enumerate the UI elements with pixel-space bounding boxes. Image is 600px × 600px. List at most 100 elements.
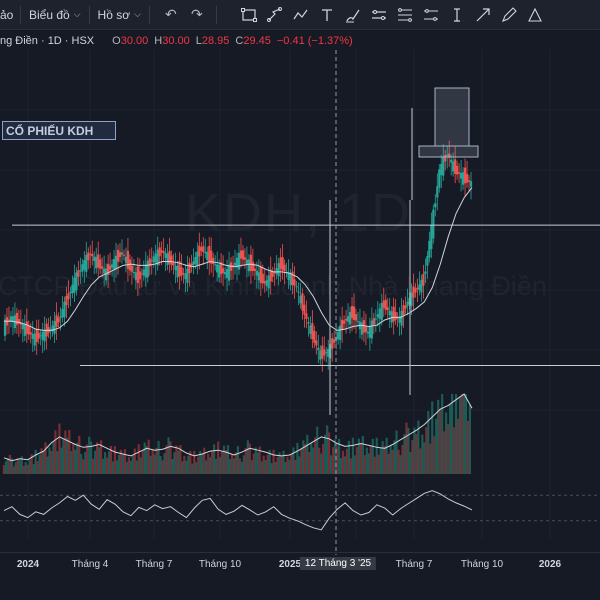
range-tool-button[interactable] — [418, 0, 444, 30]
volume-bar — [64, 430, 67, 474]
text-tool-button[interactable] — [314, 0, 340, 30]
volume-bar — [240, 461, 243, 474]
volume-bar — [371, 438, 374, 474]
candle-body — [350, 306, 354, 319]
candle-body — [390, 311, 393, 323]
path-tool-button[interactable] — [262, 0, 288, 30]
candle-body — [406, 301, 409, 307]
volume-bar — [395, 430, 398, 474]
low-value: 28.95 — [201, 35, 230, 47]
candle-body — [126, 250, 130, 269]
candle-body — [438, 169, 441, 188]
candle-body — [469, 181, 473, 187]
candle-body — [283, 264, 286, 272]
candle-body — [271, 272, 274, 277]
price-chart[interactable] — [0, 50, 600, 555]
time-axis[interactable]: 2024 Tháng 4 Tháng 7 Tháng 10 2025 12 Tháng 3… — [0, 552, 600, 576]
volume-bar — [94, 450, 97, 474]
cursor-text-tool-button[interactable] — [444, 0, 470, 30]
volume-bar — [36, 461, 39, 474]
candle-body — [37, 332, 40, 339]
candle-body — [360, 322, 364, 335]
volume-bar — [199, 450, 202, 474]
volume-bar — [123, 449, 126, 474]
candle-body — [218, 264, 221, 278]
candle-body — [214, 264, 217, 266]
partial-menu-button[interactable]: ảo — [0, 0, 20, 30]
candle-body — [344, 318, 348, 321]
close-label: C — [235, 35, 244, 47]
candle-body — [120, 252, 124, 255]
volume-bar — [409, 451, 412, 474]
candle-body — [3, 319, 7, 336]
volume-bar — [76, 442, 79, 474]
volume-bar — [322, 443, 325, 474]
volume-bar — [230, 454, 234, 474]
profile-menu-button[interactable]: Hồ sơ ⌵ — [90, 0, 149, 30]
volume-bar — [435, 418, 438, 474]
candle-body — [170, 255, 173, 266]
arrow-tool-button[interactable] — [470, 0, 496, 30]
volume-bar — [397, 449, 400, 474]
candle-body — [148, 258, 151, 267]
volume-bar — [407, 427, 410, 474]
volume-bar — [99, 440, 103, 474]
candle-body — [168, 250, 171, 264]
volume-bar — [66, 437, 69, 474]
candle-body — [172, 262, 175, 266]
candle-body — [97, 254, 100, 268]
candle-body — [49, 329, 52, 331]
volume-bar — [339, 458, 343, 474]
candle-body — [41, 331, 44, 340]
rectangle-tool-button[interactable] — [236, 0, 262, 30]
volume-bar — [320, 453, 323, 474]
pen-tool-button[interactable] — [496, 0, 522, 30]
volume-bar — [24, 462, 27, 474]
candle-body — [154, 253, 157, 263]
candle-body — [152, 256, 155, 263]
candle-body — [138, 271, 141, 280]
redo-button[interactable]: ↷ — [184, 0, 210, 30]
brush-tool-button[interactable] — [340, 0, 366, 30]
candle-body — [402, 305, 405, 315]
symbol-legend: ng Điền · 1D · HSX O 30.00 H 30.00 L 28.95 … — [0, 33, 359, 49]
volume-bar — [197, 456, 200, 474]
candle-body — [87, 252, 90, 261]
candle-body — [257, 272, 260, 281]
triangle-tool-button[interactable] — [522, 0, 548, 30]
volume-bar — [187, 455, 190, 474]
open-value: 30.00 — [120, 35, 149, 47]
undo-button[interactable]: ↶ — [158, 0, 184, 30]
volume-bar — [137, 444, 140, 474]
volume-bar — [103, 452, 107, 474]
watermark-title: KDH, 1D — [185, 183, 413, 243]
candle-body — [458, 172, 461, 174]
fib-tool-button[interactable] — [392, 0, 418, 30]
volume-bar — [456, 418, 460, 474]
chart-menu-button[interactable]: Biểu đồ ⌵ — [21, 0, 89, 30]
candle-body — [386, 307, 389, 311]
volume-bar — [399, 455, 402, 474]
candle-body — [327, 348, 330, 357]
moving-average-line — [4, 187, 473, 331]
candle-body — [346, 316, 350, 322]
candle-body — [291, 271, 294, 286]
toolbar-divider — [215, 5, 217, 24]
volume-bar — [441, 394, 444, 474]
annotation-label[interactable]: CỔ PHIẾU KDH — [2, 121, 116, 140]
symbol-title[interactable]: ng Điền · 1D · HSX — [0, 35, 95, 47]
polyline-tool-button[interactable] — [288, 0, 314, 30]
candle-body — [293, 279, 296, 286]
volume-bar — [316, 426, 319, 474]
candle-body — [410, 292, 413, 306]
volume-bar — [300, 448, 303, 474]
volume-bar — [111, 461, 115, 474]
candle-body — [150, 260, 153, 262]
candle-body — [366, 331, 369, 334]
rsi-pane — [0, 490, 600, 531]
parallel-channel-tool-button[interactable] — [366, 0, 392, 30]
volume-bar — [460, 394, 464, 474]
volume-bar — [232, 458, 236, 474]
close-value: 29.45 — [243, 35, 271, 47]
volume-bar — [131, 454, 134, 474]
